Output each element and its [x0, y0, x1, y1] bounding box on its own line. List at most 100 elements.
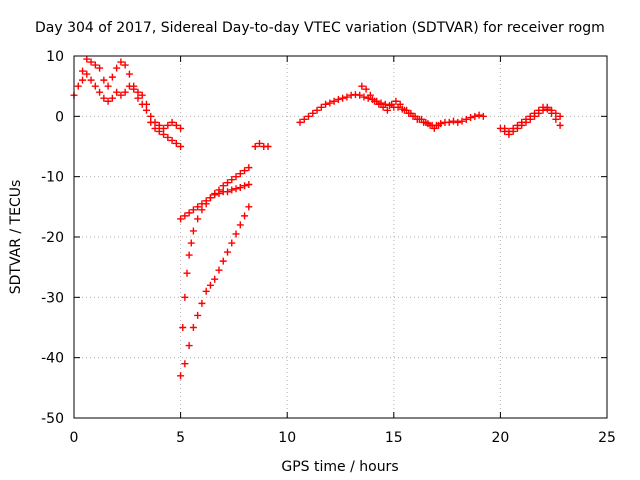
data-point: [87, 58, 95, 66]
data-point: [168, 118, 176, 126]
data-point: [552, 115, 560, 123]
data-point: [360, 93, 368, 101]
data-point: [371, 97, 379, 105]
data-point: [435, 121, 443, 129]
data-point: [518, 118, 526, 126]
data-point: [255, 139, 263, 147]
data-point: [296, 118, 304, 126]
data-point: [426, 121, 434, 129]
data-point: [224, 179, 232, 187]
x-tick-label: 5: [176, 430, 185, 446]
data-point: [392, 97, 400, 105]
data-point: [194, 203, 202, 211]
data-point: [405, 109, 413, 117]
y-tick-label: -10: [41, 170, 64, 186]
data-point: [151, 124, 159, 132]
data-point: [356, 91, 364, 99]
data-point: [236, 221, 244, 229]
data-point: [400, 106, 408, 114]
data-point: [334, 95, 342, 103]
data-point: [211, 190, 219, 198]
data-point: [224, 248, 232, 256]
data-point: [449, 117, 457, 125]
data-point: [236, 170, 244, 178]
x-tick-label: 15: [385, 430, 403, 446]
series-sat-track-g: [251, 139, 272, 150]
data-point: [177, 124, 185, 132]
data-point: [160, 124, 168, 132]
data-point: [100, 94, 108, 102]
data-point: [522, 115, 530, 123]
data-point: [236, 184, 244, 192]
data-point: [172, 121, 180, 129]
data-point: [228, 239, 236, 247]
data-point: [104, 82, 112, 90]
data-point: [189, 227, 197, 235]
data-point: [87, 76, 95, 84]
y-axis-label: SDTVAR / TECUs: [8, 180, 24, 295]
data-point: [322, 100, 330, 108]
data-point: [309, 109, 317, 117]
data-point: [241, 167, 249, 175]
data-point: [526, 112, 534, 120]
data-point: [125, 70, 133, 78]
data-point: [113, 88, 121, 96]
data-point: [113, 64, 121, 72]
data-point: [458, 117, 466, 125]
data-point: [531, 109, 539, 117]
data-point: [358, 82, 366, 90]
data-point: [189, 324, 197, 331]
data-point: [185, 342, 193, 350]
y-tick-label: -40: [41, 351, 64, 367]
data-point: [228, 176, 236, 184]
data-point: [228, 186, 236, 194]
series-sat-track-j: [496, 103, 564, 138]
axis-ticks: 0 5 10 15 20 25 -50 -40 -30 -20 -10 0 10: [41, 49, 616, 446]
data-point: [187, 239, 195, 247]
data-point: [479, 112, 487, 120]
data-point: [151, 118, 159, 126]
data-point: [383, 106, 391, 114]
y-tick-label: -50: [41, 411, 64, 427]
data-point: [117, 58, 125, 66]
x-tick-label: 25: [598, 430, 616, 446]
data-point: [96, 64, 104, 72]
data-point: [462, 115, 470, 123]
data-point: [241, 182, 249, 190]
data-point: [409, 112, 417, 120]
data-point: [138, 91, 146, 99]
data-point: [505, 127, 513, 135]
data-point: [388, 100, 396, 108]
data-point: [241, 212, 249, 220]
data-point: [194, 215, 202, 223]
data-point: [83, 55, 91, 63]
data-point: [430, 124, 438, 132]
data-point: [155, 121, 163, 129]
data-point: [104, 97, 112, 105]
data-point: [396, 100, 404, 108]
data-point: [245, 164, 253, 172]
x-axis-label: GPS time / hours: [281, 459, 398, 475]
data-point: [539, 103, 547, 111]
data-point: [202, 200, 210, 208]
data-point: [215, 186, 223, 194]
data-point: [445, 118, 453, 126]
data-point: [366, 91, 374, 99]
data-point: [134, 94, 142, 102]
series-sat-track-e: [177, 164, 253, 380]
data-point: [232, 185, 240, 193]
data-point: [206, 281, 214, 289]
data-point: [108, 73, 116, 81]
data-point: [379, 103, 387, 111]
data-point: [556, 112, 564, 120]
data-point: [251, 143, 259, 150]
data-point: [177, 215, 185, 223]
data-point: [206, 194, 214, 202]
data-point: [79, 76, 87, 84]
data-point: [475, 111, 483, 119]
data-point: [330, 97, 338, 105]
y-tick-label: -30: [41, 290, 64, 306]
data-points: [70, 55, 564, 380]
data-point: [454, 118, 462, 126]
